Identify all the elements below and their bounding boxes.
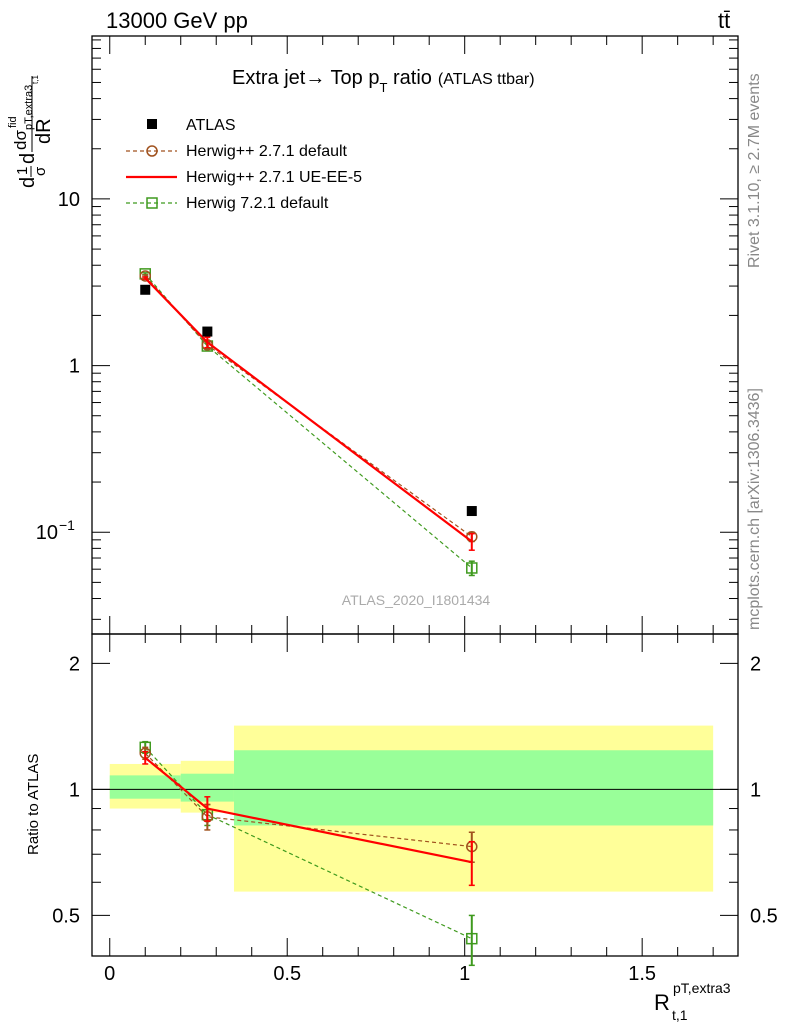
svg-text:pT,extra3: pT,extra3 — [673, 980, 731, 996]
svg-text:d: d — [17, 153, 39, 164]
main-point-h721 — [466, 562, 478, 574]
plot-title: Extra jet→ Top pT ratio (ATLAS ttbar) — [232, 67, 535, 95]
band-inner-bin-0 — [109, 775, 181, 799]
band-inner-bin-2 — [233, 750, 714, 826]
ratio-plot-frame — [91, 633, 739, 957]
svg-text:t,1: t,1 — [672, 1007, 688, 1023]
main-point-h271 — [139, 270, 151, 282]
analysis-watermark: ATLAS_2020_I1801434 — [342, 592, 491, 608]
channel-label: tt̄ — [718, 8, 731, 33]
main-y-tick-label: 1 — [69, 356, 80, 378]
process-label: 13000 GeV pp — [106, 8, 248, 33]
svg-text:d: d — [17, 177, 39, 188]
y-axis-label-ratio: Ratio to ATLAS — [25, 754, 42, 855]
main-point-atlas — [202, 326, 213, 337]
main-plot-series — [139, 268, 478, 577]
main-line-h721 — [144, 273, 473, 569]
svg-text:dσ: dσ — [11, 130, 30, 150]
ratio-y-tick-label-left: 1 — [69, 779, 80, 801]
main-y-tick-label: 10 — [58, 189, 80, 211]
legend-marker-atlas — [147, 119, 157, 129]
x-tick-label: 0.5 — [273, 963, 301, 985]
legend: ATLAS Herwig++ 2.7.1 default Herwig++ 2.… — [126, 117, 362, 212]
x-axis-label: R pT,extra3 t,1 — [654, 980, 731, 1023]
svg-text:dR: dR — [33, 118, 55, 144]
main-point-atlas — [466, 506, 477, 517]
legend-marker-h271 — [146, 145, 158, 157]
legend-label-h721: Herwig 7.2.1 default — [186, 195, 329, 212]
legend-label-h271ue: Herwig++ 2.7.1 UE-EE-5 — [186, 169, 362, 186]
ratio-point-h721 — [466, 932, 478, 945]
svg-text:σ: σ — [32, 166, 49, 176]
ratio-y-tick-label-left: 2 — [69, 653, 80, 675]
svg-text:1: 1 — [14, 167, 31, 175]
main-point-atlas — [140, 284, 151, 295]
x-tick-label: 0 — [104, 963, 115, 985]
y-axis-label-main: d 1 σ d dσ fid pT,extra3 t,1 dR — [7, 75, 55, 188]
main-y-tick-exponent: −1 — [59, 517, 75, 533]
svg-text:fid: fid — [7, 116, 19, 128]
ratio-y-tick-label-right: 1 — [750, 779, 761, 801]
legend-marker-h721 — [146, 197, 158, 209]
x-tick-label: 1.5 — [628, 963, 656, 985]
ratio-y-tick-label-left: 0.5 — [52, 905, 80, 927]
svg-text:R: R — [654, 990, 670, 1015]
legend-label-atlas: ATLAS — [186, 117, 236, 134]
main-y-tick-label: 10 — [36, 522, 58, 544]
x-tick-label: 1 — [459, 963, 470, 985]
svg-text:t,1: t,1 — [31, 75, 40, 84]
ratio-plot-series — [139, 740, 478, 967]
legend-label-h271: Herwig++ 2.7.1 default — [186, 143, 348, 160]
uncertainty-bands — [109, 725, 714, 892]
main-line-h271 — [144, 275, 473, 538]
main-line-h271ue — [144, 277, 473, 543]
ratio-y-tick-label-right: 0.5 — [750, 905, 778, 927]
ratio-y-tick-label-right: 2 — [750, 653, 761, 675]
